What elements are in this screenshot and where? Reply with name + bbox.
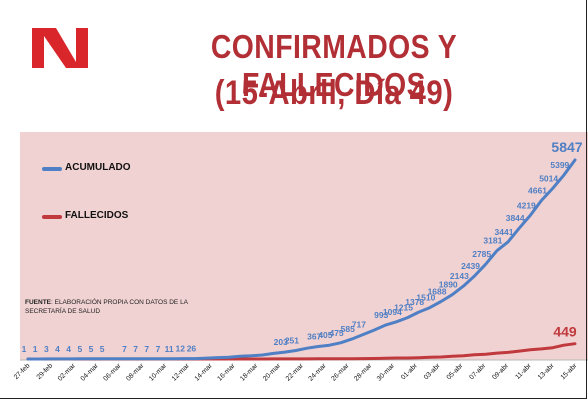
data-label-acumulado: 5 <box>77 344 82 354</box>
legend-label-accumulated: ACUMULADO <box>65 162 131 173</box>
data-label-acumulado: 3844 <box>506 213 525 223</box>
data-label-acumulado: 7 <box>122 344 127 354</box>
data-label-acumulado: 1 <box>33 344 38 354</box>
data-label-acumulado: 7 <box>133 344 138 354</box>
x-tick-label: 03-abr <box>423 362 442 381</box>
series-line-fallecidos <box>26 342 577 361</box>
data-label-acumulado: 993 <box>374 310 388 320</box>
data-label-acumulado: 367 <box>307 332 321 342</box>
x-tick-label: 04-mar <box>80 362 101 383</box>
data-label-acumulado: 405 <box>318 330 332 340</box>
x-tick-label: 26-mar <box>330 362 351 383</box>
x-tick-label: 02-mar <box>57 362 78 383</box>
x-tick-label: 10-mar <box>148 362 169 383</box>
x-tick-label: 20-mar <box>262 362 283 383</box>
logo-shape-diagonal <box>44 28 76 68</box>
source-label: FUENTE <box>25 299 51 306</box>
legend-swatch-deaths <box>42 215 62 219</box>
data-label-acumulado: 1 <box>22 344 27 354</box>
x-tick-label: 06-mar <box>102 362 123 383</box>
data-label-acumulado: 2439 <box>461 261 480 271</box>
data-label-acumulado: 2143 <box>450 271 469 281</box>
x-tick-label: 07-abr <box>468 362 487 381</box>
legend-label-deaths: FALLECIDOS <box>65 210 129 221</box>
chart-title: CONFIRMADOS Y FALLECIDOS <box>210 28 458 103</box>
x-tick-label: 14-mar <box>194 362 215 383</box>
x-tick-label: 18-mar <box>239 362 260 383</box>
x-tick-label: 09-abr <box>491 362 510 381</box>
data-label-acumulado: 3441 <box>495 227 514 237</box>
data-label-fallecidos: 449 <box>553 324 577 340</box>
legend-swatch-accumulated <box>42 167 62 171</box>
x-tick-label: 05-abr <box>446 362 465 381</box>
data-label-acumulado: 5 <box>100 344 105 354</box>
data-label-acumulado: 475 <box>329 328 343 338</box>
data-label-acumulado: 717 <box>352 320 366 330</box>
data-label-acumulado: 251 <box>285 335 299 345</box>
x-tick-label: 29-feb <box>36 362 55 381</box>
data-label-acumulado: 1215 <box>394 303 413 313</box>
x-tick-label: 28-mar <box>353 362 374 383</box>
x-tick-label: 27-feb <box>13 362 32 381</box>
x-tick-label: 16-mar <box>216 362 237 383</box>
data-label-acumulado: 5847 <box>551 139 582 155</box>
data-label-acumulado: 5014 <box>539 173 558 183</box>
source-text: : ELABORACIÓN PROPIA CON DATOS DE LA SEC… <box>25 299 188 315</box>
data-label-acumulado: 4661 <box>528 185 547 195</box>
x-tick-label: 30-mar <box>376 362 397 383</box>
data-label-acumulado: 26 <box>187 344 197 354</box>
logo-shape-left <box>32 28 44 68</box>
data-label-acumulado: 3 <box>44 344 49 354</box>
data-label-acumulado: 5 <box>89 344 94 354</box>
data-label-acumulado: 1688 <box>428 287 447 297</box>
data-label-acumulado: 4 <box>55 344 60 354</box>
data-label-acumulado: 1378 <box>405 297 424 307</box>
plot-area <box>20 132 588 360</box>
x-tick-label: 22-mar <box>285 362 306 383</box>
data-label-acumulado: 585 <box>341 324 355 334</box>
x-tick-label: 13-abr <box>537 362 556 381</box>
data-label-acumulado: 4 <box>66 344 71 354</box>
x-tick-label: 11-abr <box>514 362 533 381</box>
logo-shape-accent <box>38 24 82 28</box>
logo-shape-right <box>76 28 88 68</box>
data-label-acumulado: 3181 <box>483 236 502 246</box>
source-note: FUENTE: ELABORACIÓN PROPIA CON DATOS DE … <box>25 298 225 316</box>
brand-logo <box>32 24 88 68</box>
x-tick-label: 12-mar <box>171 362 192 383</box>
data-label-acumulado: 11 <box>165 344 174 354</box>
x-tick-label: 01-abr <box>400 362 419 381</box>
data-label-acumulado: 1510 <box>416 293 435 303</box>
x-tick-label: 24-mar <box>308 362 329 383</box>
data-label-acumulado: 1890 <box>439 280 458 290</box>
data-label-acumulado: 7 <box>144 344 149 354</box>
chart-subtitle: (15-Abril, Día 49) <box>214 74 454 112</box>
data-label-acumulado: 7 <box>156 344 161 354</box>
data-label-acumulado: 12 <box>176 344 186 354</box>
x-tick-label: 08-mar <box>125 362 146 383</box>
data-label-acumulado: 2785 <box>472 249 491 259</box>
series-line-acumulado <box>26 158 577 361</box>
data-label-acumulado: 203 <box>274 337 288 347</box>
data-label-acumulado: 1094 <box>383 307 402 317</box>
x-tick-label: 15-abr <box>560 362 579 381</box>
data-label-acumulado: 4219 <box>517 200 536 210</box>
data-label-acumulado: 5399 <box>550 160 569 170</box>
